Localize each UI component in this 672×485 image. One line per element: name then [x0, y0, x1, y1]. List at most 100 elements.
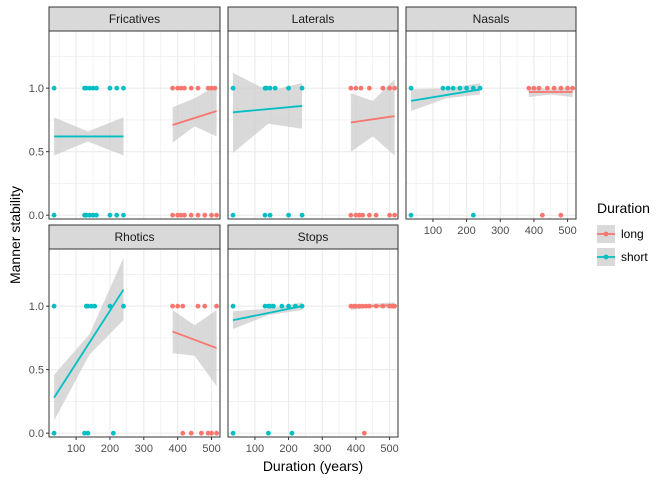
data-point-short [82, 430, 87, 436]
x-tick-label: 100 [67, 443, 85, 455]
data-point-long [170, 303, 175, 309]
fit-line-short [410, 88, 481, 102]
y-tick-label: 1.0 [29, 301, 44, 313]
data-point-short [87, 85, 93, 91]
x-tick-label: 300 [313, 443, 331, 455]
data-point-short [121, 303, 126, 309]
data-point-long [214, 303, 220, 309]
data-point-short [457, 85, 463, 91]
data-point-short [289, 430, 295, 436]
data-point-long [212, 85, 218, 91]
data-point-long [214, 212, 220, 218]
data-point-short [262, 303, 268, 309]
data-point-short [85, 430, 91, 436]
data-point-long [544, 85, 550, 91]
fit-line-long [350, 303, 395, 309]
legend-label-short: short [621, 250, 648, 264]
confidence-band-short [411, 83, 481, 111]
data-point-short [107, 85, 113, 91]
facet-strip [405, 6, 577, 32]
legend-title: Duration [597, 200, 650, 216]
data-point-short [267, 85, 273, 91]
data-point-long [353, 85, 359, 91]
data-point-short [272, 85, 278, 91]
panel-border [227, 248, 399, 438]
data-point-long [380, 85, 386, 91]
legend-key-point [603, 231, 609, 237]
y-tick-label: 0.5 [29, 147, 44, 159]
data-point-long [195, 212, 201, 218]
data-point-long [170, 85, 175, 91]
data-point-long [205, 430, 211, 436]
data-point-short [470, 85, 476, 91]
data-point-short [85, 303, 91, 309]
data-point-short [121, 212, 126, 218]
data-point-short [94, 85, 99, 91]
data-point-short [470, 212, 476, 218]
data-point-short [110, 430, 116, 436]
y-tick-label: 0.5 [29, 365, 44, 377]
data-point-short [267, 303, 273, 309]
data-point-long [182, 85, 187, 91]
x-tick-label: 400 [347, 443, 365, 455]
data-point-short [230, 303, 236, 309]
x-tick-label: 200 [101, 443, 119, 455]
data-point-long [182, 212, 187, 218]
y-tick-label: 0.0 [29, 210, 44, 222]
fit-line-long [172, 330, 217, 349]
data-point-long [205, 85, 211, 91]
confidence-band-long [172, 310, 217, 387]
data-point-short [445, 85, 451, 91]
data-point-long [358, 85, 364, 91]
x-tick-label: 100 [246, 443, 264, 455]
data-point-long [175, 303, 181, 309]
data-point-long [180, 303, 186, 309]
facet-nasals: Nasals 100 200 300 400 500 [405, 6, 577, 237]
facet-panels: Fricatives 0.0 0.5 1.0 Laterals Nasals 100 200 3… [29, 6, 577, 455]
data-point-short [107, 212, 113, 218]
facet-strip-label: Laterals [292, 12, 335, 26]
data-point-long [570, 85, 576, 91]
data-point-long [202, 212, 208, 218]
data-point-long [392, 212, 398, 218]
confidence-band-long [172, 85, 217, 143]
confidence-band-long [350, 79, 395, 156]
data-point-short [51, 430, 57, 436]
data-point-long [348, 85, 354, 91]
data-point-short [51, 212, 57, 218]
data-point-long [558, 85, 564, 91]
data-point-short [83, 212, 89, 218]
fit-line-short [232, 305, 303, 322]
data-point-short [51, 85, 57, 91]
panel-border [48, 30, 221, 220]
data-point-short [90, 212, 96, 218]
x-tick-label: 400 [168, 443, 186, 455]
data-point-long [387, 212, 392, 218]
data-point-short [286, 303, 291, 309]
data-point-long [175, 212, 181, 218]
x-tick-label: 400 [525, 225, 543, 237]
data-point-short [114, 212, 120, 218]
data-point-long [202, 303, 208, 309]
data-point-short [83, 85, 89, 91]
facet-stops: Stops 100 200 300 400 500 [227, 224, 399, 455]
data-point-long [170, 212, 175, 218]
legend: Duration long short [597, 200, 650, 266]
legend-label-long: long [621, 227, 644, 241]
data-point-short [114, 85, 120, 91]
confidence-band-short [54, 257, 124, 421]
data-point-short [265, 430, 271, 436]
data-point-long [366, 85, 372, 91]
x-tick-label: 100 [424, 225, 442, 237]
data-point-long [366, 212, 372, 218]
data-point-short [450, 85, 456, 91]
facet-fricatives: Fricatives 0.0 0.5 1.0 [29, 6, 221, 222]
data-point-long [536, 85, 542, 91]
fit-line-long [350, 115, 395, 124]
data-point-short [230, 430, 236, 436]
data-point-short [90, 85, 96, 91]
data-point-short [408, 212, 414, 218]
data-point-short [299, 212, 305, 218]
data-point-long [178, 212, 184, 218]
panel-border [227, 30, 399, 220]
